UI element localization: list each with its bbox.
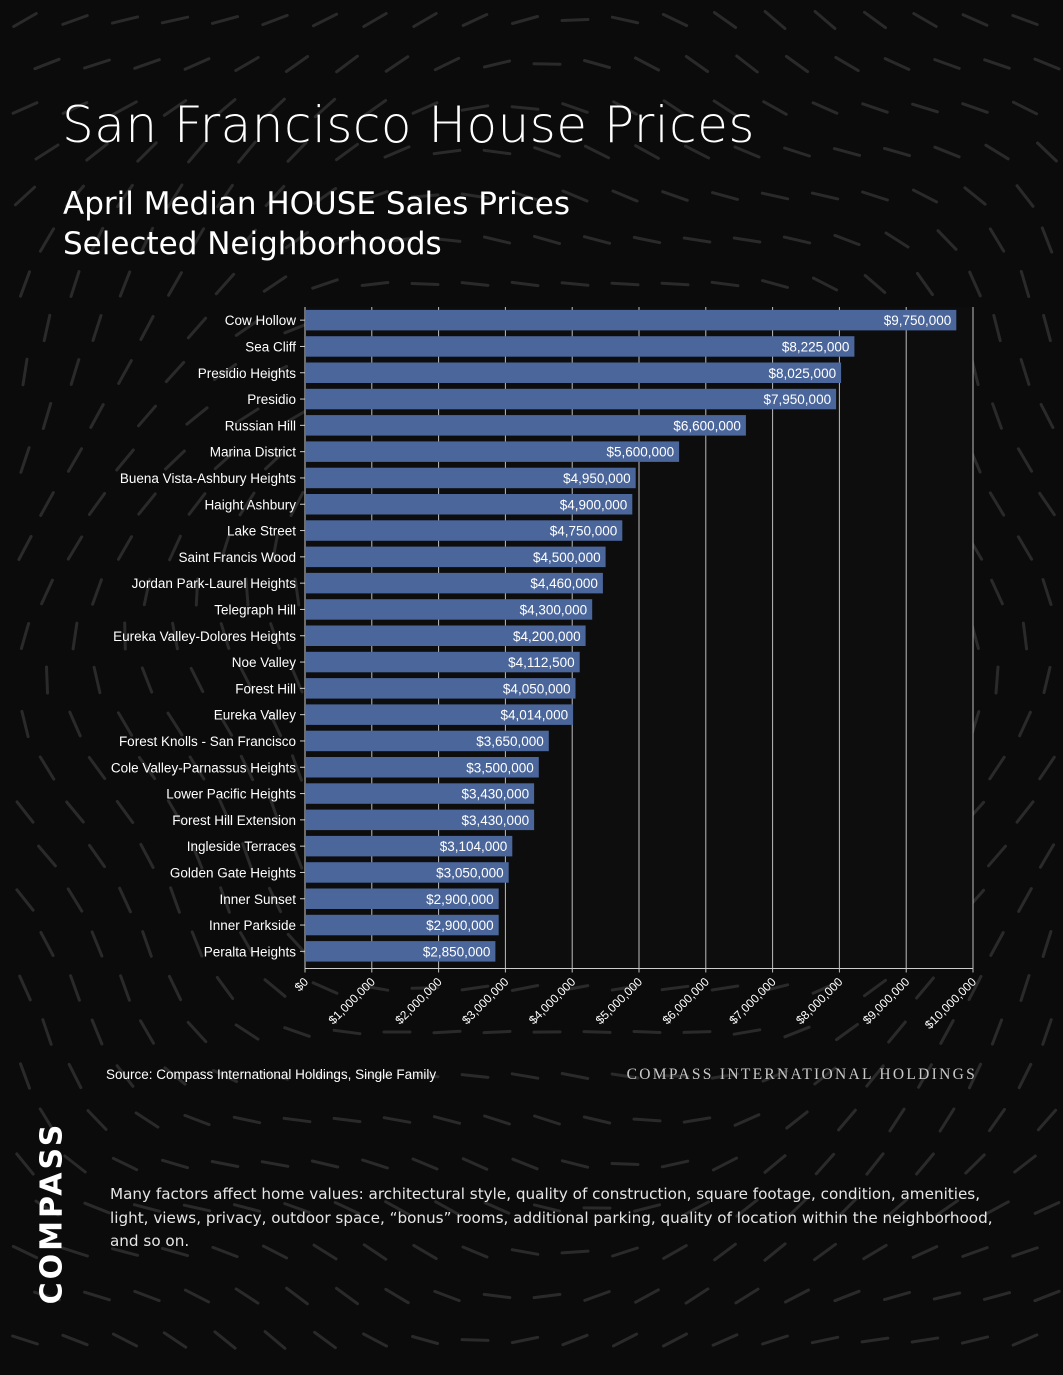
source-note: Source: Compass International Holdings, … — [106, 1067, 437, 1082]
category-label: Presidio — [247, 392, 296, 407]
data-label: $4,460,000 — [530, 576, 598, 591]
category-label: Forest Hill Extension — [172, 813, 296, 828]
x-tick-label: $4,000,000 — [526, 974, 579, 1027]
compass-logo-text: COMPASS — [34, 1121, 70, 1305]
data-label: $6,600,000 — [673, 418, 741, 433]
bar — [306, 941, 496, 962]
category-label: Jordan Park-Laurel Heights — [132, 576, 297, 591]
category-label: Cow Hollow — [225, 313, 297, 328]
x-tick-label: $6,000,000 — [660, 974, 713, 1027]
data-label: $3,430,000 — [462, 813, 530, 828]
data-label: $8,025,000 — [769, 366, 837, 381]
bar — [306, 704, 574, 725]
x-tick-label: $3,000,000 — [459, 974, 512, 1027]
data-label: $7,950,000 — [764, 392, 832, 407]
page-title: San Francisco House Prices — [62, 96, 755, 154]
category-label: Forest Knolls - San Francisco — [119, 734, 296, 749]
data-label: $4,950,000 — [563, 471, 631, 486]
category-label: Telegraph Hill — [214, 602, 296, 617]
bar — [306, 520, 623, 541]
category-label: Russian Hill — [225, 418, 296, 433]
data-label: $2,850,000 — [423, 944, 491, 959]
category-label: Buena Vista-Ashbury Heights — [120, 471, 296, 486]
bar — [306, 309, 957, 331]
data-label: $2,900,000 — [426, 892, 494, 907]
data-label: $3,104,000 — [440, 839, 508, 854]
data-label: $4,200,000 — [513, 629, 581, 644]
bar — [306, 757, 539, 778]
x-tick-label: $2,000,000 — [392, 974, 445, 1027]
category-label: Peralta Heights — [204, 944, 297, 959]
bar — [306, 362, 842, 383]
x-tick-label: $7,000,000 — [726, 974, 779, 1027]
bar — [306, 572, 603, 594]
subtitle-line-2: Selected Neighborhoods — [63, 226, 442, 262]
data-label: $3,050,000 — [436, 865, 504, 880]
category-label: Lower Pacific Heights — [166, 787, 296, 802]
bar — [306, 467, 636, 489]
category-label: Forest Hill — [235, 681, 296, 696]
x-tick-label: $1,000,000 — [326, 974, 379, 1027]
data-label: $4,900,000 — [560, 497, 628, 512]
bar — [306, 494, 633, 515]
x-tick-label: $9,000,000 — [860, 974, 913, 1027]
category-label: Haight Ashbury — [204, 497, 296, 512]
bar — [306, 862, 509, 883]
bar — [306, 441, 680, 462]
bar — [306, 888, 499, 909]
x-tick-label: $8,000,000 — [793, 974, 846, 1027]
category-label: Saint Francis Wood — [178, 550, 296, 565]
data-label: $3,500,000 — [466, 760, 534, 775]
category-label: Cole Valley-Parnassus Heights — [111, 760, 296, 775]
bar — [306, 783, 535, 804]
data-label: $4,050,000 — [503, 681, 571, 696]
category-label: Sea Cliff — [245, 339, 296, 354]
category-label: Presidio Heights — [198, 366, 297, 381]
bar — [306, 809, 535, 831]
data-label: $2,900,000 — [426, 918, 494, 933]
category-label: Eureka Valley — [214, 708, 297, 723]
bar — [306, 388, 837, 410]
bar — [306, 625, 586, 646]
disclaimer-text: Many factors affect home values: archite… — [110, 1185, 993, 1250]
x-tick-label: $10,000,000 — [922, 974, 979, 1031]
category-label: Lake Street — [227, 524, 296, 539]
data-label: $5,600,000 — [607, 445, 675, 460]
category-label: Inner Parkside — [209, 918, 296, 933]
x-tick-label: $5,000,000 — [593, 974, 646, 1027]
category-label: Noe Valley — [232, 655, 297, 670]
data-label: $8,225,000 — [782, 339, 850, 354]
category-label: Inner Sunset — [219, 892, 296, 907]
subtitle-line-1: April Median HOUSE Sales Prices — [63, 186, 570, 222]
bar — [306, 651, 580, 673]
chart-subtitle: April Median HOUSE Sales Prices Selected… — [63, 184, 570, 264]
data-label: $4,750,000 — [550, 524, 618, 539]
data-label: $3,650,000 — [476, 734, 544, 749]
data-label: $9,750,000 — [884, 313, 952, 328]
data-label: $4,014,000 — [501, 708, 569, 723]
bar — [306, 599, 593, 620]
holdings-wordmark: COMPASS INTERNATIONAL HOLDINGS — [626, 1066, 977, 1083]
data-label: $4,500,000 — [533, 550, 601, 565]
data-label: $4,300,000 — [520, 602, 588, 617]
data-label: $4,112,500 — [508, 655, 575, 670]
bar — [306, 678, 576, 699]
bar — [306, 835, 513, 857]
bar — [306, 914, 499, 936]
category-label: Golden Gate Heights — [170, 865, 296, 880]
bar — [306, 546, 606, 568]
bar — [306, 730, 549, 752]
category-label: Eureka Valley-Dolores Heights — [113, 629, 296, 644]
x-tick-label: $0 — [292, 974, 312, 994]
data-label: $3,430,000 — [462, 787, 530, 802]
bar — [306, 336, 855, 357]
bar — [306, 415, 746, 436]
category-label: Marina District — [210, 445, 297, 460]
category-label: Ingleside Terraces — [187, 839, 297, 854]
